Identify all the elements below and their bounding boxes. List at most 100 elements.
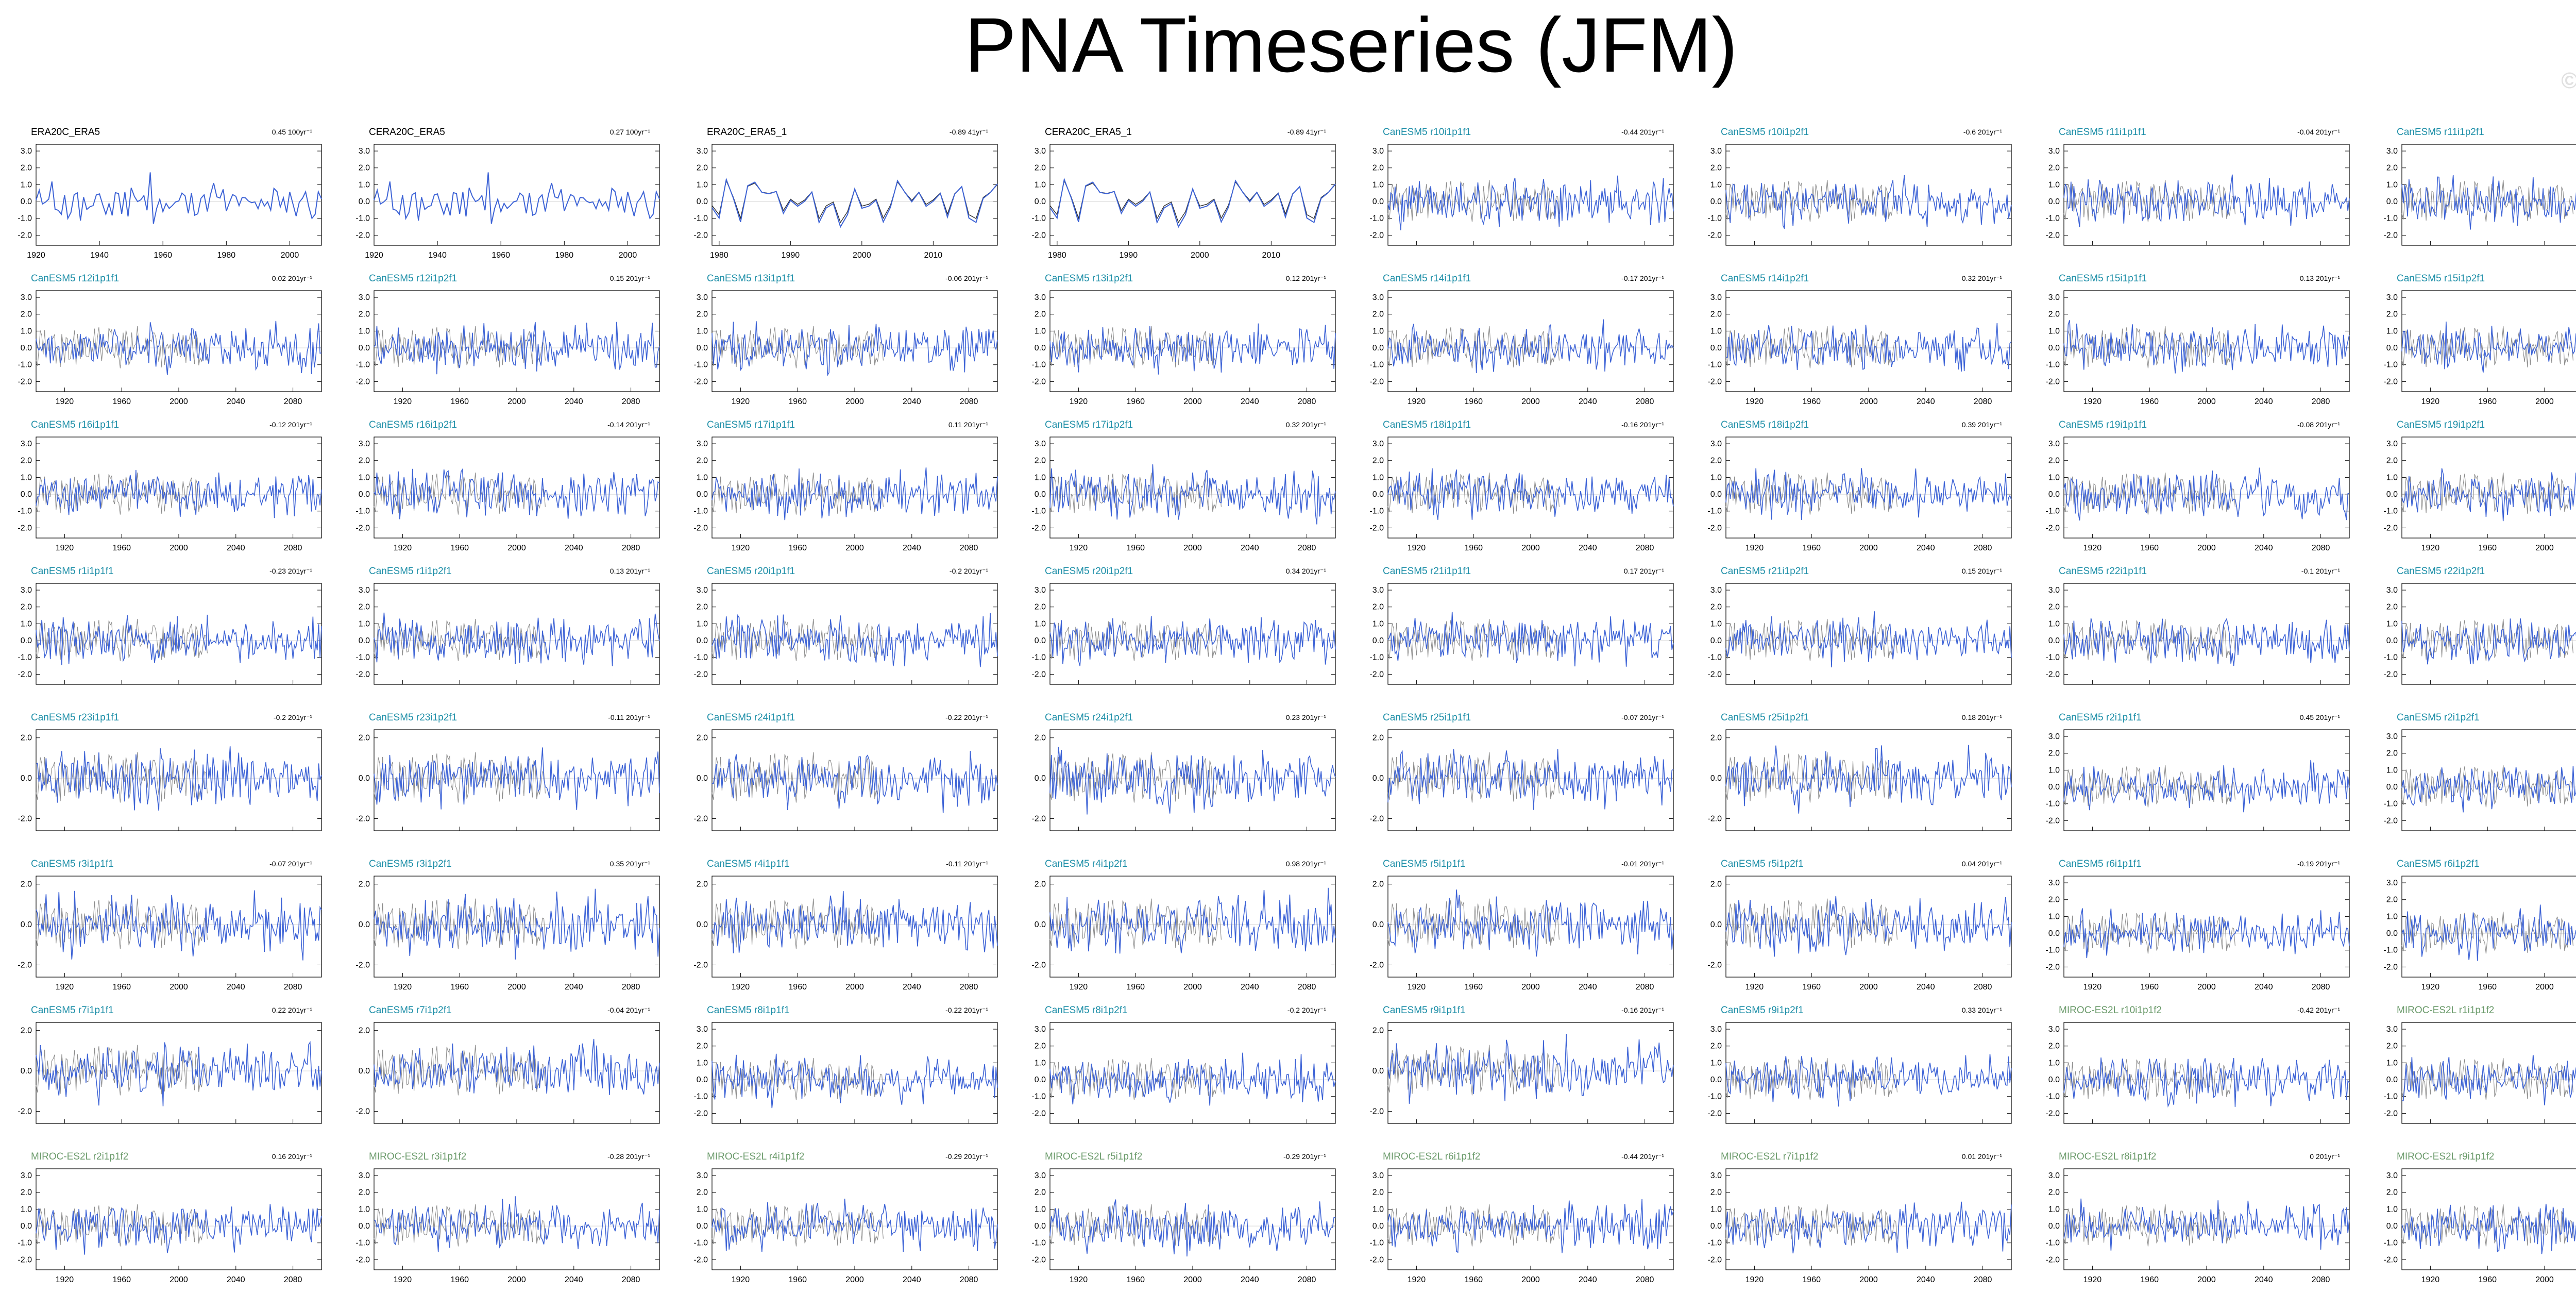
y-tick-label: 2.0 xyxy=(697,880,708,889)
obs-reference-line xyxy=(1387,326,1560,368)
x-tick-label: 2010 xyxy=(1262,251,1281,260)
x-tick-label: 1960 xyxy=(492,251,510,260)
y-tick-label: -1.0 xyxy=(693,1239,708,1248)
y-tick-label: -2.0 xyxy=(355,814,370,823)
y-tick-label: -2.0 xyxy=(355,961,370,969)
y-tick-label: 2.0 xyxy=(2048,310,2060,319)
x-tick-label: 2040 xyxy=(1579,544,1597,552)
panel-plot: 3.0 2.0 1.0 0.0 -1.0 -2.0 xyxy=(1707,583,2012,685)
y-tick-label: 3.0 xyxy=(697,440,708,448)
panel-plot: 3.0 2.0 1.0 0.0 -1.0 -2.0 1920 1960 2000 2040 2080 xyxy=(355,1168,660,1284)
panel-trend-label: 0.15 201yr⁻¹ xyxy=(1961,567,2002,575)
panel-trend-label: 0.39 201yr⁻¹ xyxy=(1961,421,2002,429)
timeseries-panel: 3.0 2.0 1.0 0.0 -1.0 -2.0 CanESM5 r8i1p2f1 -0.2… xyxy=(1020,1004,1336,1148)
x-tick-label: 1920 xyxy=(2421,983,2440,992)
panel-title: CanESM5 r20i1p1f1 xyxy=(707,566,795,577)
y-tick-label: -2.0 xyxy=(2045,377,2060,386)
y-tick-label: 2.0 xyxy=(21,734,32,743)
obs-reference-line xyxy=(374,326,546,368)
x-tick-label: 2040 xyxy=(1241,544,1259,552)
x-tick-label: 1960 xyxy=(788,983,807,992)
y-tick-label: -1.0 xyxy=(2383,1239,2398,1248)
member-line xyxy=(711,321,998,377)
y-tick-label: 1.0 xyxy=(2386,180,2398,189)
y-tick-label: 3.0 xyxy=(359,293,370,302)
obs-reference-line xyxy=(2401,911,2573,954)
panel-trend-label: -0.44 201yr⁻¹ xyxy=(1621,1152,1664,1161)
panel-title: CanESM5 r1i1p2f1 xyxy=(369,566,452,577)
y-tick-label: -1.0 xyxy=(2045,214,2060,223)
obs-line xyxy=(36,172,322,224)
y-tick-label: -1.0 xyxy=(355,1239,370,1248)
y-tick-label: 1.0 xyxy=(2048,473,2060,482)
plot-frame xyxy=(1049,1168,1336,1270)
y-tick-label: -1.0 xyxy=(1369,507,1384,516)
timeseries-panel: 2.0 0.0 -2.0 CanESM5 r23i1p2f1 -0.11 201yr⁻¹ xyxy=(344,711,660,855)
y-tick-label: -1.0 xyxy=(693,1093,708,1101)
x-tick-label: 2040 xyxy=(565,397,583,406)
y-tick-label: -1.0 xyxy=(18,1239,32,1248)
y-tick-label: 0.0 xyxy=(1710,774,1722,783)
member-line xyxy=(36,614,322,665)
y-tick-label: 1.0 xyxy=(2048,180,2060,189)
y-tick-label: -1.0 xyxy=(693,214,708,223)
x-tick-label: 2040 xyxy=(903,983,921,992)
timeseries-panel: 3.02.01.00.0-1.0-2.019201960200020402080… xyxy=(2372,1150,2576,1295)
y-tick-label: 3.0 xyxy=(359,147,370,156)
y-tick-label: 2.0 xyxy=(2386,164,2398,173)
y-tick-label: -2.0 xyxy=(18,961,32,969)
y-tick-label: 3.0 xyxy=(359,440,370,448)
y-tick-label: -2.0 xyxy=(1707,961,1722,969)
plot-frame xyxy=(1725,729,2012,831)
panel-title: CanESM5 r18i1p2f1 xyxy=(1721,419,1809,430)
y-tick-label: -1.0 xyxy=(693,653,708,662)
timeseries-panel: 2.0 0.0 -2.0 CanESM5 r23i1p1f1 -0.2 201yr⁻¹ xyxy=(6,711,322,855)
member-line xyxy=(1387,612,1674,667)
timeseries-panel: 2.0 0.0 -2.0 CanESM5 r24i1p2f1 0.23 201yr⁻¹ xyxy=(1020,711,1336,855)
y-tick-label: 1.0 xyxy=(21,327,32,335)
y-tick-label: 0.0 xyxy=(1372,490,1384,499)
member-line xyxy=(1049,1199,1336,1257)
obs-reference-line xyxy=(1049,326,1222,368)
y-tick-label: 3.0 xyxy=(1710,293,1722,302)
panel-plot: 2.0 0.0 -2.0 xyxy=(1707,729,2012,831)
x-tick-label: 2080 xyxy=(1636,1275,1654,1284)
x-tick-label: 2000 xyxy=(507,544,526,552)
y-tick-label: 0.0 xyxy=(2386,636,2398,645)
panel-plot: 3.0 2.0 1.0 0.0 -1.0 -2.0 xyxy=(1031,583,1336,685)
x-tick-label: 1960 xyxy=(1126,1275,1145,1284)
y-tick-label: -2.0 xyxy=(2383,231,2398,240)
member-line xyxy=(36,469,322,518)
y-tick-label: -2.0 xyxy=(1369,961,1384,969)
x-tick-label: 2080 xyxy=(1298,1275,1316,1284)
panel-plot: 3.0 2.0 1.0 0.0 -1.0 -2.0 xyxy=(2383,729,2576,831)
y-tick-label: 2.0 xyxy=(359,310,370,319)
panel-title: CanESM5 r25i1p1f1 xyxy=(1383,712,1471,723)
panel-title: CanESM5 r16i1p1f1 xyxy=(31,419,120,430)
y-tick-label: 3.0 xyxy=(2048,879,2060,887)
x-tick-label: 2080 xyxy=(960,544,978,552)
y-tick-label: 0.0 xyxy=(359,197,370,206)
y-tick-label: 0.0 xyxy=(697,197,708,206)
x-tick-label: 2000 xyxy=(1183,983,1202,992)
x-tick-label: 2080 xyxy=(284,397,302,406)
panel-title: CanESM5 r24i1p1f1 xyxy=(707,712,795,723)
panel-trend-label: -0.08 201yr⁻¹ xyxy=(2297,421,2340,429)
y-tick-label: -2.0 xyxy=(2383,963,2398,971)
y-tick-label: 2.0 xyxy=(359,734,370,743)
y-tick-label: 0.0 xyxy=(2048,783,2060,792)
y-tick-label: 0.0 xyxy=(1035,920,1046,929)
panel-plot: 3.0 2.0 1.0 0.0 -1.0 -2.0 1920 1960 2000 2040 2080 xyxy=(355,290,660,406)
y-tick-label: -1.0 xyxy=(1707,214,1722,223)
panel-trend-label: -0.19 201yr⁻¹ xyxy=(2297,860,2340,868)
y-tick-label: 3.0 xyxy=(2048,732,2060,741)
panel-plot: 2.0 0.0 -2.0 xyxy=(355,729,660,831)
panel-trend-label: -0.23 201yr⁻¹ xyxy=(269,567,312,575)
obs-line xyxy=(1049,177,1336,228)
panel-trend-label: -0.2 201yr⁻¹ xyxy=(1287,1006,1326,1014)
